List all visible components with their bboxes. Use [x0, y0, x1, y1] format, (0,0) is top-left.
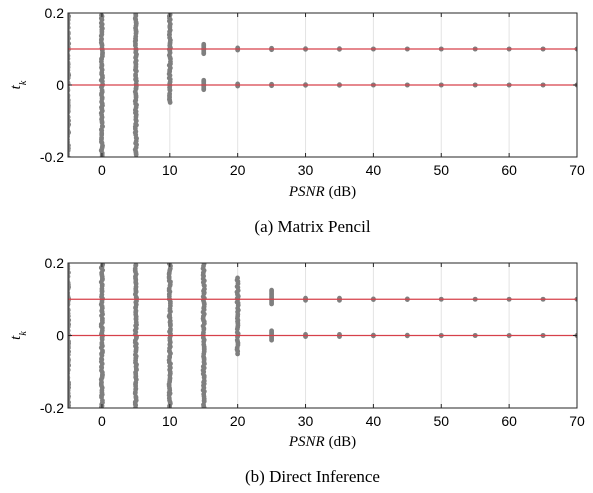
data-point [68, 13, 71, 17]
scatter-points [68, 263, 577, 408]
data-point [235, 275, 240, 281]
data-point [269, 81, 274, 87]
y-axis-label: tk [8, 80, 29, 89]
y-tick-label: 0 [56, 77, 64, 93]
data-point [68, 306, 71, 312]
data-point [201, 41, 207, 47]
x-tick-label: 30 [298, 162, 314, 178]
x-tick-label: 40 [366, 162, 382, 178]
x-tick-label: 10 [162, 162, 178, 178]
y-tick-label: 0 [56, 328, 64, 344]
x-tick-label: 10 [162, 413, 178, 429]
y-tick-label: -0.2 [40, 149, 64, 165]
x-tick-label: 20 [230, 162, 246, 178]
panel-direct-inference: 0 10 20 30 40 50 60 70 -0.2 0 0.2 tk PSNR (dB) (b) Dir… [8, 255, 585, 486]
x-tick-label: 50 [433, 162, 449, 178]
data-point [100, 263, 106, 268]
y-tick-label: 0.2 [45, 255, 65, 271]
x-tick-label: 40 [366, 413, 382, 429]
data-point [133, 13, 139, 17]
panel-matrix-pencil: 0 10 20 30 40 50 60 70 -0.2 0 0.2 tk PSNR (dB) (a) Mat… [8, 5, 585, 236]
x-tick-label: 60 [501, 162, 517, 178]
x-tick-label: 70 [569, 413, 585, 429]
x-tick-label: 0 [98, 162, 106, 178]
panel-caption: (b) Direct Inference [245, 467, 380, 486]
panel-caption: (a) Matrix Pencil [254, 217, 370, 236]
data-point [201, 263, 207, 267]
x-axis-label: PSNR (dB) [288, 184, 356, 200]
data-point [269, 45, 274, 51]
x-axis-label: PSNR (dB) [288, 434, 356, 450]
y-axis-label: tk [8, 331, 29, 340]
y-tick-label: 0.2 [45, 5, 65, 21]
scatter-points [68, 13, 577, 157]
x-tick-label: 20 [230, 413, 246, 429]
x-tick-label: 50 [433, 413, 449, 429]
data-point [269, 287, 274, 293]
y-tick-label: -0.2 [40, 400, 64, 416]
x-tick-label: 0 [98, 413, 106, 429]
data-point [167, 91, 173, 97]
data-point [133, 263, 139, 268]
data-point [269, 328, 274, 334]
x-tick-label: 60 [501, 413, 517, 429]
data-point [201, 77, 207, 83]
x-tick-label: 30 [298, 413, 314, 429]
data-point [168, 326, 173, 332]
x-tick-label: 70 [569, 162, 585, 178]
